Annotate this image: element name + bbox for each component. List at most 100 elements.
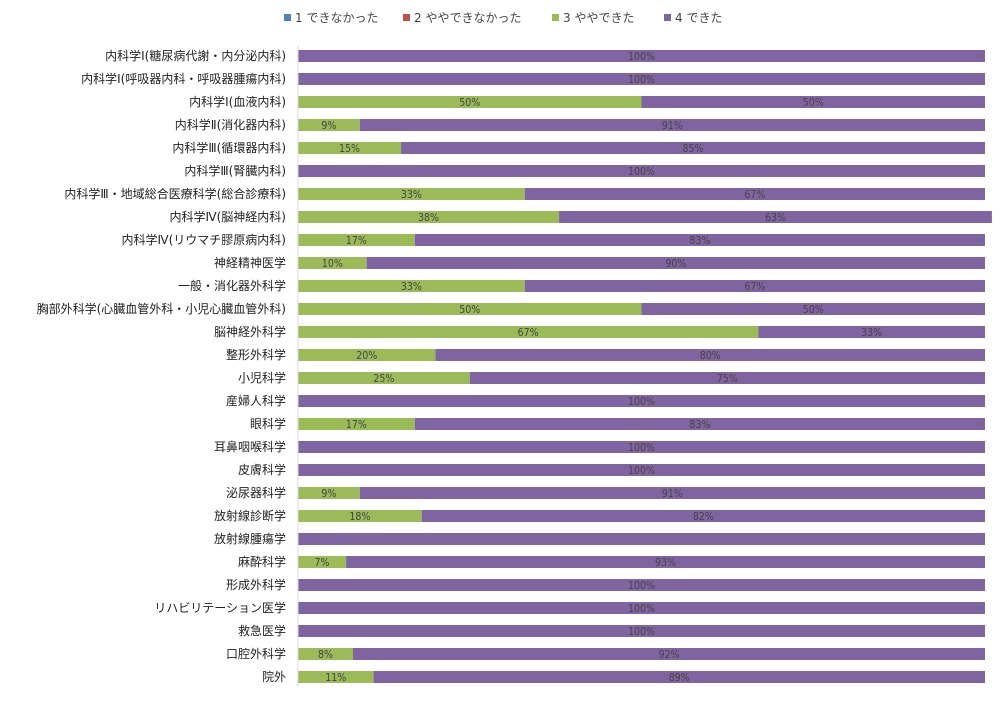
data-label: 9% [321,488,336,500]
data-label: 25% [373,373,394,385]
bar-segment [298,119,360,131]
bar-segment [298,96,642,108]
bar-segment [298,50,985,62]
category-label: 内科学Ⅰ(糖尿病代謝・内分泌内科) [105,48,286,63]
data-label: 90% [665,258,686,270]
category-label: 院外 [262,670,286,684]
data-label: 100% [628,74,655,86]
bar-segment [352,648,986,660]
category-label: 内科学Ⅳ(脳神経内科) [170,209,286,224]
legend-label-4: 4 できた [675,11,722,25]
data-label: 38% [418,212,439,224]
data-label: 100% [628,580,655,592]
legend-swatch-3 [552,14,559,21]
data-label: 9% [321,120,336,132]
bar-segment [298,464,985,476]
data-label: 100% [628,51,655,63]
data-label: 100% [628,166,655,178]
data-label: 67% [744,189,765,201]
bar-segment [298,556,347,568]
category-label: リハビリテーション医学 [154,600,286,615]
bar-segment [298,234,415,246]
data-label: 100% [628,396,655,408]
category-label: 内科学Ⅱ(消化器内科) [175,117,286,132]
bar-segment [298,510,422,522]
category-label: 整形外科学 [226,347,286,362]
data-label: 82% [693,511,714,523]
category-label: 小児科学 [238,370,286,385]
bar-segment [435,349,985,361]
bar-segment [298,372,470,384]
bar-segment [298,487,360,499]
bar-segment [524,188,985,200]
bar-segment [359,119,986,131]
data-label: 50% [803,304,824,316]
legend-label-2: 2 ややできなかった [414,11,521,25]
bar-segment [298,625,985,637]
category-label: 内科学Ⅲ・地域総合医療科学(総合診療科) [64,186,286,201]
bar-segment [401,142,985,154]
data-label: 100% [628,465,655,477]
data-label: 100% [628,442,655,454]
category-label: 救急医学 [238,623,286,638]
data-label: 93% [655,557,676,569]
bar-segment [298,73,985,85]
data-label: 80% [700,350,721,362]
bar-segment [414,418,985,430]
bar-segment [298,349,436,361]
data-label: 11% [325,672,346,684]
bar-segment [559,211,992,223]
bar-segment [298,648,353,660]
data-label: 91% [662,120,683,132]
plot-area: 100% 100% 50% 50% 9% 91% 15% 85% 100% 33% 67% 38% 63… [297,46,992,687]
bar-segment [373,671,985,683]
bar-segment [469,372,985,384]
bar-segment [298,579,985,591]
bar-segment [641,96,985,108]
category-label: 産婦人科学 [226,393,286,408]
data-label: 91% [662,488,683,500]
data-label: 33% [861,327,882,339]
bar-segment [758,326,985,338]
bar-segment [298,533,985,545]
data-label: 100% [628,603,655,615]
data-label: 75% [717,373,738,385]
bar-segment [298,280,525,292]
legend-swatch-4 [664,14,671,21]
bar-segment [298,165,985,177]
data-label: 10% [322,258,343,270]
category-label: 胸部外科学(心臓血管外科・小児心臓血管外科) [37,301,286,316]
bar-segment [421,510,985,522]
bar-segment [298,303,642,315]
bar-segment [298,257,367,269]
bar-segment [298,326,759,338]
legend-label-3: 3 ややできた [563,11,634,25]
category-label: 放射線診断学 [214,508,286,523]
data-label: 92% [658,649,679,661]
category-label: 放射線腫瘍学 [214,531,286,546]
bar-segment [298,602,985,614]
bar-segment [366,257,985,269]
bar-segment [298,142,402,154]
category-label: 口腔外科学 [226,646,286,661]
data-label: 85% [683,143,704,155]
data-label: 100% [628,626,655,638]
data-label: 83% [689,235,710,247]
bar-segment [346,556,986,568]
category-label: 泌尿器科学 [226,485,286,500]
category-label: 内科学Ⅲ(腎臓内科) [184,163,286,178]
bar-segment [298,395,985,407]
data-label: 18% [349,511,370,523]
data-label: 67% [744,281,765,293]
bar-segment [524,280,985,292]
category-label: 内科学Ⅳ(リウマチ膠原病内科) [122,232,286,247]
bar-segment [298,441,985,453]
data-label: 50% [803,97,824,109]
bar-segment [298,188,525,200]
legend-swatch-1 [284,14,291,21]
category-label: 脳神経外科学 [214,324,286,339]
category-label: 内科学Ⅰ(呼吸器内科・呼吸器腫瘍内科) [81,71,286,86]
data-label: 7% [315,557,330,569]
category-label: 一般・消化器外科学 [178,278,286,293]
